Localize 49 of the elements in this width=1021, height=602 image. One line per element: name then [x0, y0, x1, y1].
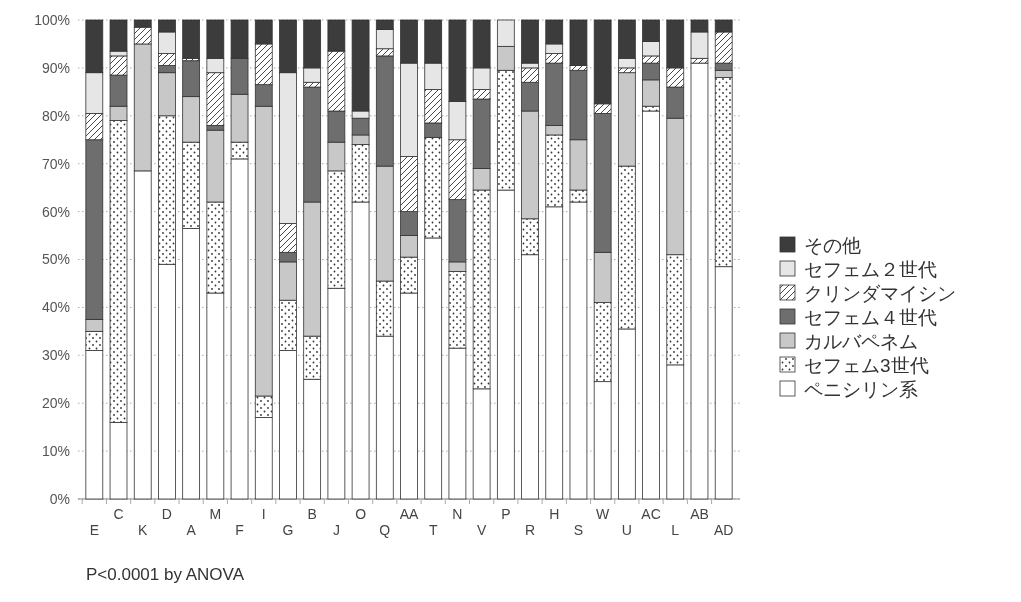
- x-tick-label: AB: [690, 506, 709, 523]
- bar: [642, 110, 660, 500]
- x-tick-label: K: [138, 522, 149, 539]
- bar: [182, 19, 201, 59]
- legend-label: ペニシリン系: [804, 378, 918, 400]
- x-tick-label: E: [89, 522, 99, 539]
- x-tick-label: W: [596, 506, 611, 523]
- legend-label: セフェム２世代: [804, 258, 937, 280]
- x-tick-label: O: [355, 506, 367, 523]
- x-tick-label: J: [332, 522, 340, 539]
- legend-label: クリンダマイシン: [804, 282, 956, 304]
- y-tick-label: 100%: [34, 11, 70, 28]
- x-tick-label: N: [452, 506, 463, 523]
- legend-label: その他: [804, 234, 861, 256]
- text: P<0.0001 by ANOVA: [86, 565, 245, 584]
- x-tick-label: I: [261, 506, 266, 523]
- x-tick-label: A: [186, 522, 197, 539]
- y-tick-label: 70%: [41, 155, 70, 172]
- x-tick-label: R: [524, 522, 536, 539]
- y-tick-label: 10%: [41, 443, 70, 459]
- bar: [690, 62, 709, 500]
- x-tick-label: AA: [399, 506, 419, 523]
- x-tick-label: P: [501, 506, 511, 523]
- x-tick-label: M: [209, 506, 222, 523]
- x-tick-label: B: [307, 506, 317, 523]
- x-tick-label: L: [671, 522, 680, 539]
- x-tick-label: U: [621, 522, 632, 539]
- y-tick-label: 40%: [41, 299, 70, 316]
- legend-label: カルバペネム: [804, 330, 918, 352]
- x-tick-label: C: [113, 506, 124, 523]
- y-tick-label: 50%: [41, 251, 70, 268]
- y-tick-label: 30%: [41, 347, 70, 364]
- x-tick-label: AC: [641, 506, 661, 523]
- legend-label: セフェム４世代: [804, 306, 937, 328]
- y-tick-label: 90%: [41, 59, 70, 76]
- y-tick-label: 60%: [41, 203, 70, 220]
- x-tick-label: T: [428, 522, 438, 539]
- x-tick-label: F: [235, 522, 244, 539]
- y-tick-label: 80%: [41, 107, 70, 124]
- x-tick-label: AD: [713, 522, 734, 539]
- x-tick-label: G: [282, 522, 294, 539]
- legend-label: セフェム3世代: [804, 354, 929, 376]
- x-tick-label: S: [573, 522, 584, 539]
- y-tick-label: 20%: [41, 395, 70, 412]
- x-tick-label: H: [549, 506, 560, 523]
- x-tick-label: D: [161, 506, 172, 523]
- x-tick-label: Q: [379, 522, 391, 539]
- x-tick-label: V: [476, 522, 487, 539]
- y-tick-label: 0%: [49, 490, 70, 507]
